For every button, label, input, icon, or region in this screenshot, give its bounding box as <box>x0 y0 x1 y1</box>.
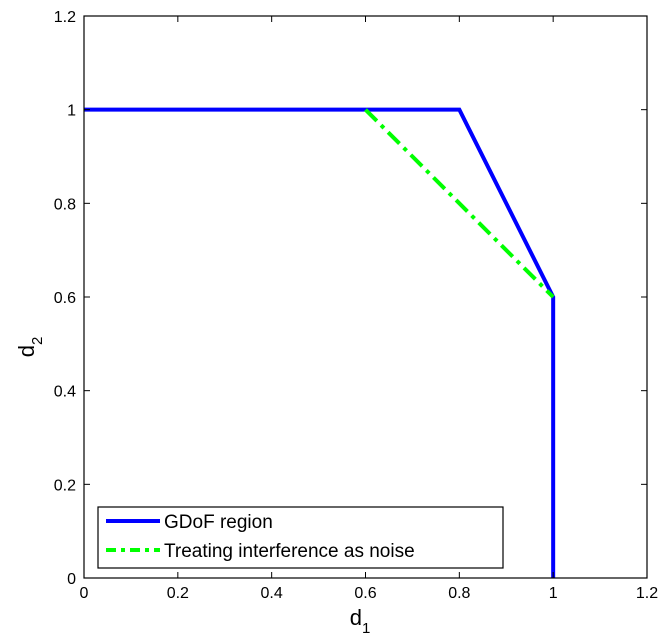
x-tick-label: 1 <box>549 585 558 602</box>
x-tick-label: 0.8 <box>448 585 470 602</box>
y-axis-label-subscript: 2 <box>29 337 46 345</box>
y-tick-label: 0 <box>67 571 76 588</box>
x-axis-label: d1 <box>350 605 371 635</box>
y-tick-label: 0.2 <box>54 477 76 494</box>
x-tick-label: 0.4 <box>261 585 283 602</box>
x-axis-label-subscript: 1 <box>362 620 370 635</box>
y-tick-label: 0.6 <box>54 290 76 307</box>
y-tick-label: 1.2 <box>54 9 76 26</box>
series-line-gdof-region <box>84 107 556 578</box>
plot-frame <box>83 15 648 579</box>
x-tick-label: 0 <box>80 585 89 602</box>
x-tick-label: 1.2 <box>636 585 658 602</box>
legend: GDoF region Treating interference as noi… <box>97 506 504 569</box>
y-tick-label: 0.4 <box>54 384 76 401</box>
series-line-treating-interference-as-noise <box>364 108 555 299</box>
x-tick-label: 0.2 <box>167 585 189 602</box>
series-layer <box>84 107 556 578</box>
y-tick-label: 0.8 <box>54 196 76 213</box>
x-tick-label: 0.6 <box>354 585 376 602</box>
y-tick-label: 1 <box>67 103 76 120</box>
legend-label-treating-interference-as-noise: Treating interference as noise <box>164 541 415 562</box>
axes-layer: 0 0.2 0.4 0.6 0.8 1 1.2 0 0.2 0.4 0.6 0.8 1 1.2 <box>54 9 658 602</box>
y-axis-label: d2 <box>14 337 46 358</box>
legend-label-gdof-region: GDoF region <box>164 512 273 533</box>
legend-box <box>97 506 504 569</box>
